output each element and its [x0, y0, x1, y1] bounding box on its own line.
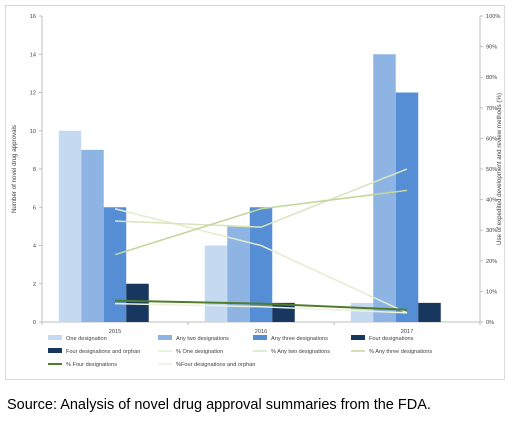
y-tick-label: 8	[33, 167, 36, 173]
legend-swatch	[158, 335, 172, 340]
y2-tick-label: 20%	[486, 259, 497, 265]
legend-label: % One designation	[176, 349, 223, 355]
series-line	[114, 302, 408, 314]
y-tick-label: 16	[30, 14, 36, 20]
y2-tick-label: 80%	[486, 75, 497, 81]
chart-frame: 0 2 4 6 8 10 12 14 16 0% 10% 20% 30% 40% 50% 60% 70% 80% 9…	[5, 5, 505, 380]
source-note: Source: Analysis of novel drug approval …	[7, 397, 431, 413]
y-tick-label: 0	[33, 320, 36, 326]
series-line	[114, 168, 408, 228]
y-tick-label: 6	[33, 205, 36, 211]
y2-tick-label: 30%	[486, 228, 497, 234]
series-line	[114, 299, 408, 311]
legend-label: Four designations	[369, 336, 414, 342]
x-tick-label: 2016	[255, 329, 267, 335]
y-tick-label: 10	[30, 129, 36, 135]
bar	[58, 130, 82, 322]
legend-swatch	[253, 335, 267, 340]
x-tick-label: 2017	[401, 329, 413, 335]
legend-label: Any two designations	[176, 336, 229, 342]
y-tick-label: 2	[33, 282, 36, 288]
y-axis-title: Number of novel drug approvals	[11, 125, 18, 213]
legend-label: % Any three designations	[369, 349, 432, 355]
bar	[204, 245, 228, 322]
legend-swatch	[48, 335, 62, 340]
legend-label: Any three designations	[271, 336, 328, 342]
bar	[227, 226, 250, 322]
bar	[81, 149, 104, 322]
bar	[350, 302, 374, 322]
bar	[103, 207, 127, 322]
legend-label: %Four designations and orphan	[176, 362, 255, 368]
y2-tick-label: 50%	[486, 167, 497, 173]
y2-tick-label: 40%	[486, 198, 497, 204]
y2-axis-title: Use of expedited development and review …	[496, 93, 503, 245]
series-line	[114, 208, 408, 314]
bar	[373, 54, 396, 322]
y2-tick-label: 60%	[486, 136, 497, 142]
legend-label: One designation	[66, 336, 107, 342]
x-tick-label: 2015	[109, 329, 121, 335]
legend-swatch	[48, 348, 62, 353]
y2-tick-label: 10%	[486, 289, 497, 295]
y2-tick-label: 100%	[486, 14, 500, 20]
legend-swatch	[351, 335, 365, 340]
y2-tick-label: 70%	[486, 106, 497, 112]
y-tick-label: 4	[33, 244, 36, 250]
legend-label: Four designations and orphan	[66, 349, 140, 355]
bar	[249, 207, 273, 322]
legend-label: % Four designations	[66, 362, 117, 368]
y2-tick-label: 90%	[486, 45, 497, 51]
legend-label: % Any two designations	[271, 349, 330, 355]
y-tick-label: 14	[30, 52, 36, 58]
bar	[126, 283, 149, 322]
y2-tick-label: 0%	[486, 320, 494, 326]
bar	[418, 302, 441, 322]
bar	[395, 92, 419, 322]
chart: 0 2 4 6 8 10 12 14 16 0% 10% 20% 30% 40% 50% 60% 70% 80% 9…	[11, 14, 503, 368]
y-tick-label: 12	[30, 91, 36, 97]
series-line	[114, 189, 408, 256]
